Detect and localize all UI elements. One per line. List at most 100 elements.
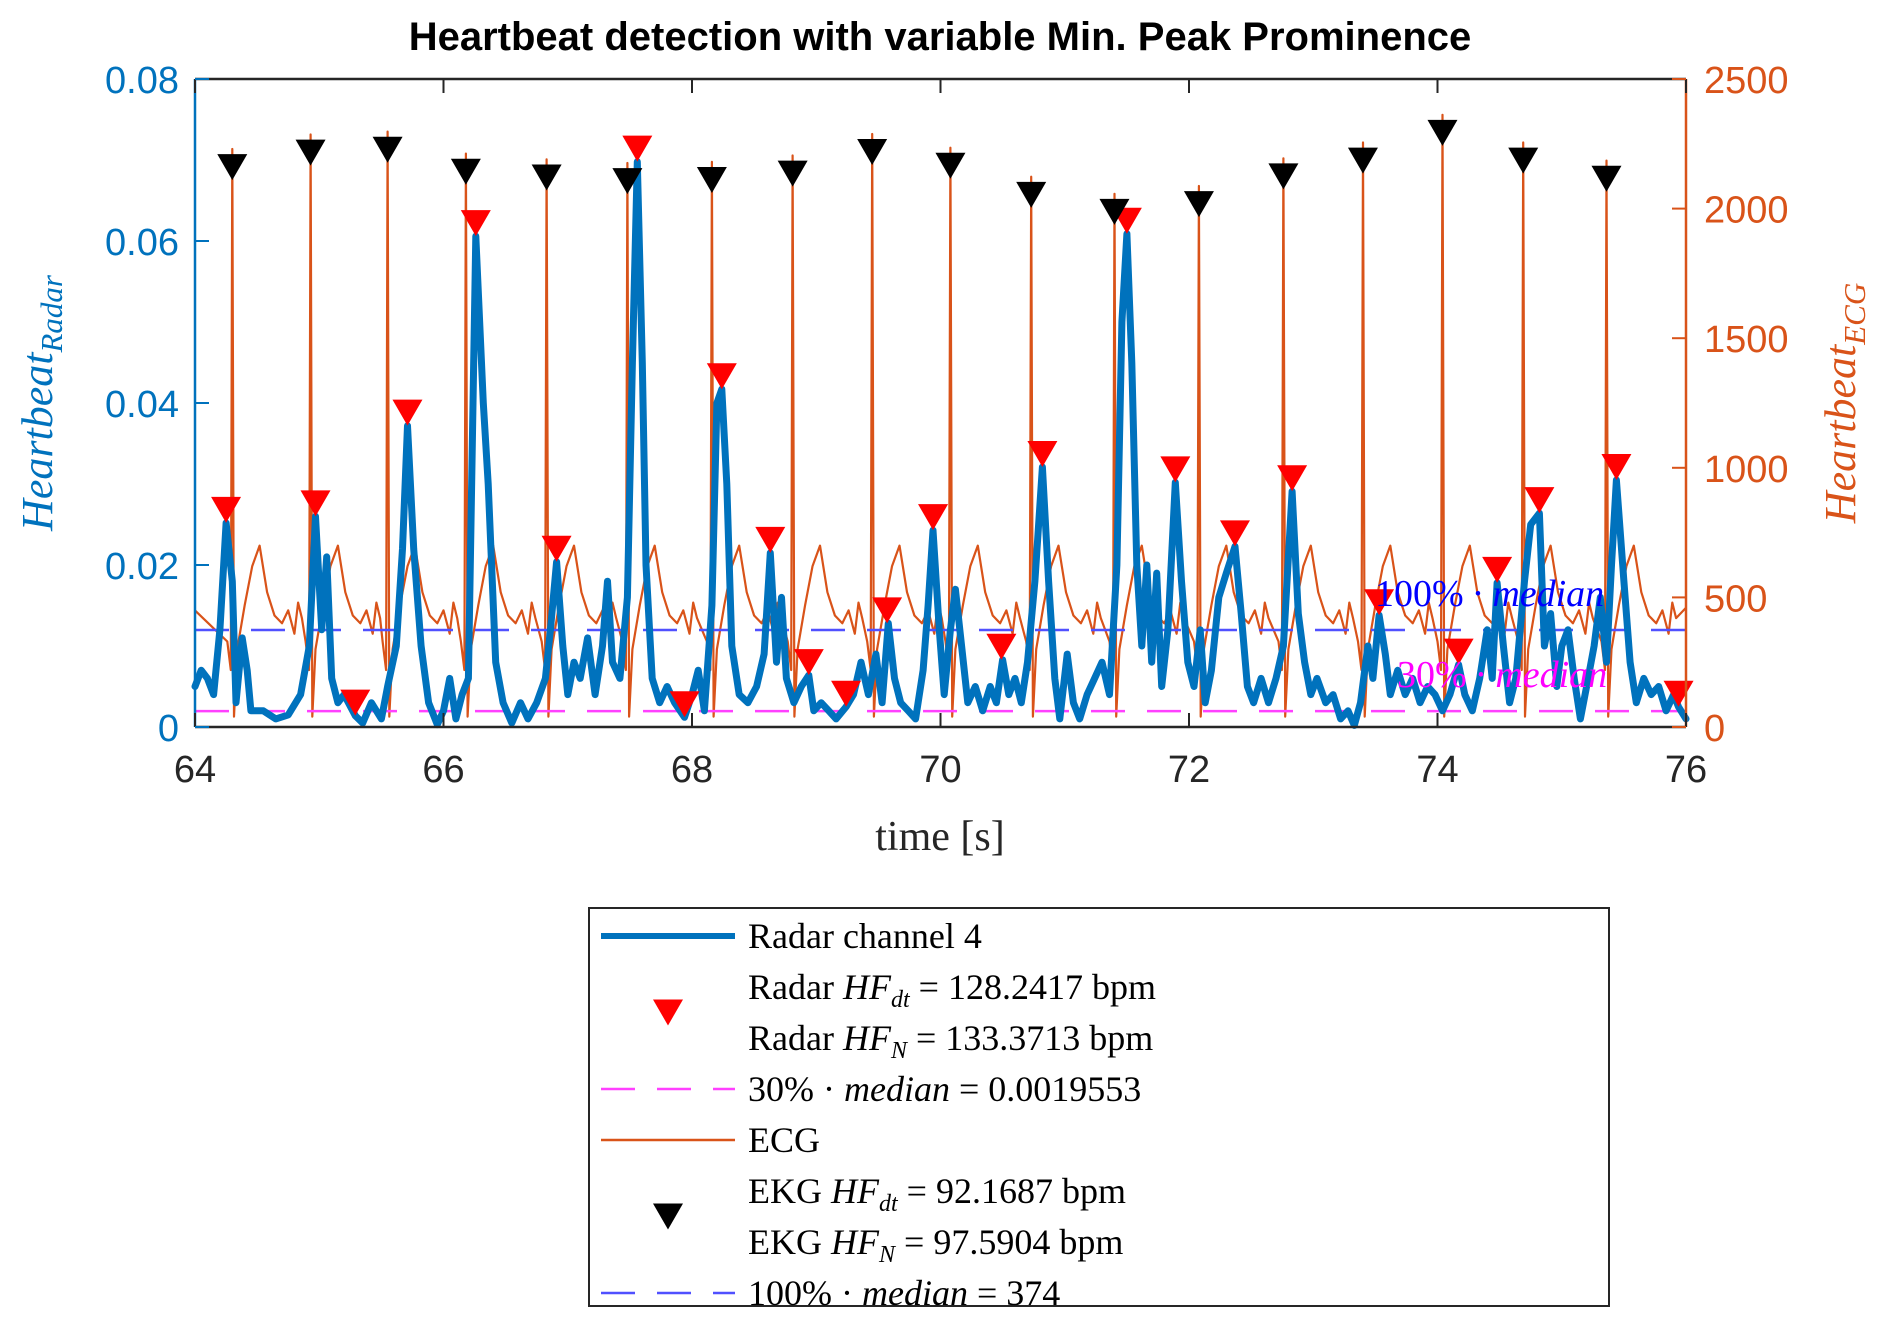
- ecg-peak-marker: [1591, 165, 1622, 192]
- y-axis-label-left: HeartbeatRadar: [13, 274, 69, 532]
- legend-subscript: N: [890, 1038, 909, 1064]
- annotation-layer: 100% · median 30% · median: [1375, 573, 1607, 696]
- legend-pre: EKG: [748, 1171, 831, 1211]
- y-tick-label-left: 0: [158, 708, 179, 750]
- legend-symbol: HF: [830, 1171, 880, 1211]
- radar-peak-marker: [460, 210, 491, 237]
- y-axis-label-right-base: Heartbeat: [1816, 343, 1865, 524]
- annotation-100-pct: 100%: [1375, 573, 1464, 615]
- ecg-peak-marker: [1268, 163, 1299, 190]
- legend-subscript: N: [878, 1242, 897, 1268]
- y-axis-label-right: HeartbeatECG: [1816, 283, 1872, 524]
- radar-peak-marker: [918, 504, 949, 531]
- x-tick-label: 68: [671, 749, 713, 791]
- annotation-30-word: median: [1495, 654, 1607, 696]
- radar-peak-marker: [793, 649, 824, 676]
- legend-subscript: dt: [879, 1191, 899, 1217]
- x-tick-label: 72: [1168, 749, 1210, 791]
- y-ticks-left: 0 0.02 0.04 0.06 0.08: [105, 60, 209, 750]
- legend-entry: 100% · median = 374: [601, 1273, 1060, 1313]
- legend-entry: 30% · median = 0.0019553: [601, 1069, 1141, 1109]
- radar-peak-marker: [622, 135, 653, 162]
- y-ticks-right: 0 500 1000 1500 2000 2500: [1672, 60, 1789, 750]
- radar-layer: [191, 158, 1690, 729]
- ecg-peak-marker: [217, 154, 248, 181]
- radar-peak-marker: [1443, 638, 1474, 665]
- y-tick-label-right: 2000: [1704, 190, 1789, 232]
- radar-peak-marker: [1601, 453, 1632, 480]
- ecg-peak-marker: [372, 136, 403, 163]
- plot-area: 100% · median 30% · median: [191, 79, 1694, 729]
- legend-box: [588, 907, 1610, 1307]
- axes: 64 66 68 70 72 74 76 0 0.02 0.04 0.06 0.08 0 500 100…: [105, 60, 1789, 791]
- x-tick-label: 70: [919, 749, 961, 791]
- x-tick-label: 74: [1416, 749, 1458, 791]
- y-tick-label-right: 1500: [1704, 319, 1789, 361]
- radar-peak-marker: [831, 680, 862, 707]
- annotation-100-median: 100% · median: [1375, 573, 1604, 615]
- radar-peak-marker: [300, 490, 331, 517]
- legend-entry: Radar channel 4: [601, 916, 982, 956]
- x-tick-label: 76: [1665, 749, 1707, 791]
- legend-symbol: HF: [842, 1018, 892, 1058]
- ecg-peak-marker: [696, 167, 727, 194]
- ecg-peak-marker: [612, 168, 643, 195]
- legend-marker-swatch: [653, 1203, 683, 1230]
- legend-post: = 128.2417 bpm: [910, 967, 1156, 1007]
- legend-pre: Radar: [748, 967, 843, 1007]
- radar-peak-marker: [211, 496, 242, 523]
- y-tick-label-left: 0.04: [105, 384, 179, 426]
- legend-entry-text: Radar HFN = 133.3713 bpm: [748, 1018, 1153, 1064]
- radar-peak-marker: [541, 535, 572, 562]
- ecg-peak-marker: [857, 139, 888, 166]
- legend-entry-label: Radar channel 4: [748, 916, 982, 956]
- legend-post: = 0.0019553: [950, 1069, 1141, 1109]
- legend-post: = 92.1687 bpm: [898, 1171, 1126, 1211]
- radar-peak-marker: [1364, 589, 1395, 616]
- radar-peak-marker: [1027, 440, 1058, 467]
- x-tick-label: 64: [174, 749, 216, 791]
- legend-pre: Radar: [748, 1018, 843, 1058]
- radar-peak-marker: [1219, 520, 1250, 547]
- legend-pre: 30% ·: [748, 1069, 844, 1109]
- ecg-peak-marker: [531, 164, 562, 191]
- legend-entry: ECG: [601, 1120, 820, 1160]
- x-ticks: 64 66 68 70 72 74 76: [174, 79, 1707, 791]
- x-axis-label: time [s]: [875, 814, 1004, 860]
- y-tick-label-left: 0.06: [105, 222, 179, 264]
- annotation-100-word: median: [1492, 573, 1604, 615]
- radar-peak-marker: [340, 689, 371, 716]
- annotation-100-dot: ·: [1472, 573, 1485, 615]
- radar-peak-marker: [392, 399, 423, 426]
- radar-peak-marker: [1277, 465, 1308, 492]
- x-tick-label: 66: [422, 749, 464, 791]
- ecg-peak-marker: [1183, 191, 1214, 218]
- legend-entry-text: Radar HFdt = 128.2417 bpm: [748, 967, 1156, 1013]
- legend-marker-swatch: [653, 999, 683, 1026]
- legend-symbol: HF: [830, 1222, 880, 1262]
- y-tick-label-right: 0: [1704, 708, 1725, 750]
- marker-layer: [211, 119, 1694, 718]
- ecg-peak-marker: [1508, 147, 1539, 174]
- annotation-30-median: 30% · median: [1397, 654, 1607, 696]
- radar-peak-marker: [706, 363, 737, 390]
- legend-entry-label: 30% · median = 0.0019553: [748, 1069, 1141, 1109]
- annotation-30-dot: ·: [1475, 654, 1488, 696]
- ecg-peak-marker: [450, 158, 481, 185]
- radar-peak-marker: [1524, 487, 1555, 514]
- chart-title: Heartbeat detection with variable Min. P…: [409, 15, 1472, 59]
- y-tick-label-left: 0.02: [105, 546, 179, 588]
- legend-post: = 97.5904 bpm: [895, 1222, 1123, 1262]
- radar-peak-marker: [1482, 556, 1513, 583]
- legend-entry-text: EKG HFN = 97.5904 bpm: [748, 1222, 1123, 1268]
- radar-peak-marker: [755, 526, 786, 553]
- y-axis-label-left-sub: Radar: [34, 274, 69, 353]
- legend-symbol: HF: [842, 967, 892, 1007]
- legend-entry-label: ECG: [748, 1120, 820, 1160]
- annotation-30-pct: 30%: [1397, 654, 1467, 696]
- ecg-peak-marker: [935, 152, 966, 179]
